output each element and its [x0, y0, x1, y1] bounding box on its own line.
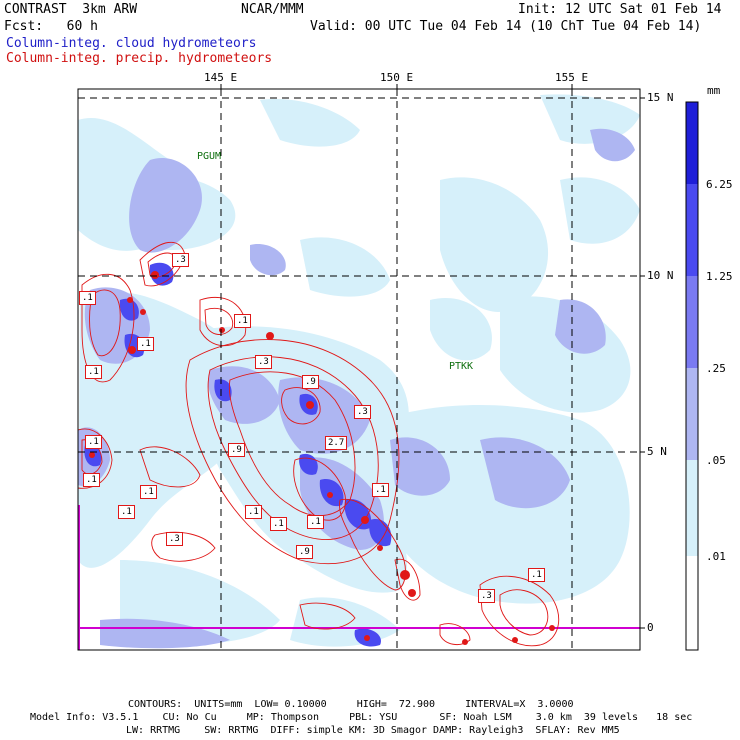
- contour-label: .1: [118, 505, 135, 519]
- contour-label: .1: [245, 505, 262, 519]
- contour-info: CONTOURS: UNITS=mm LOW= 0.10000 HIGH= 72…: [128, 699, 574, 710]
- colorbar-level-005: .05: [706, 454, 726, 467]
- contour-label: .1: [137, 337, 154, 351]
- contour-label: .1: [79, 291, 96, 305]
- colorbar-level-025: .25: [706, 362, 726, 375]
- precip-contours: [78, 241, 560, 647]
- contour-label: .1: [85, 435, 102, 449]
- station-ptkk: PTKK: [449, 361, 474, 372]
- lat-label-5n: 5 N: [647, 445, 667, 458]
- forecast-hour: Fcst: 60 h: [4, 19, 98, 34]
- lat-label-0: 0: [647, 621, 654, 634]
- contour-label: 2.7: [325, 436, 348, 450]
- model-info-line-2: LW: RRTMG SW: RRTMG DIFF: simple KM: 3D …: [126, 725, 620, 736]
- precip-hydrometeor-legend: Column-integ. precip. hydrometeors: [6, 51, 273, 66]
- contour-label: .3: [172, 253, 189, 267]
- colorbar-level-001: .01: [706, 550, 726, 563]
- lon-label-150: 150 E: [380, 71, 414, 84]
- contour-label: .9: [228, 443, 245, 457]
- contour-label: .1: [528, 568, 545, 582]
- model-info-line-1: Model Info: V3.5.1 CU: No Cu MP: Thompso…: [30, 712, 693, 723]
- contour-label: .1: [372, 483, 389, 497]
- model-title: CONTRAST 3km ARW: [4, 2, 138, 17]
- contour-label: .1: [83, 473, 100, 487]
- lat-label-15n: 15 N: [647, 91, 674, 104]
- contour-label: .3: [354, 405, 371, 419]
- colorbar-level-125: 1.25: [706, 270, 733, 283]
- init-time: Init: 12 UTC Sat 01 Feb 14: [518, 2, 722, 17]
- lat-lon-grid: [78, 89, 640, 650]
- contour-label: .3: [478, 589, 495, 603]
- station-pgum: PGUM: [197, 151, 222, 162]
- lat-label-10n: 10 N: [647, 269, 674, 282]
- colorbar-level-625: 6.25: [706, 178, 733, 191]
- contour-label: .3: [166, 532, 183, 546]
- contour-label: .1: [140, 485, 157, 499]
- contour-label: .3: [255, 355, 272, 369]
- precip-cores: [89, 271, 555, 645]
- contour-label: .9: [302, 375, 319, 389]
- valid-time: Valid: 00 UTC Tue 04 Feb 14 (10 ChT Tue …: [310, 19, 702, 34]
- lon-label-145: 145 E: [204, 71, 238, 84]
- contour-label: .1: [234, 314, 251, 328]
- contour-label: .1: [307, 515, 324, 529]
- contour-label: .9: [296, 545, 313, 559]
- colorbar-unit: mm: [707, 84, 721, 97]
- lon-label-155: 155 E: [555, 71, 589, 84]
- contour-label: .1: [85, 365, 102, 379]
- organization-label: NCAR/MMM: [241, 2, 304, 17]
- contour-label: .1: [270, 517, 287, 531]
- cloud-hydrometeor-legend: Column-integ. cloud hydrometeors: [6, 36, 257, 51]
